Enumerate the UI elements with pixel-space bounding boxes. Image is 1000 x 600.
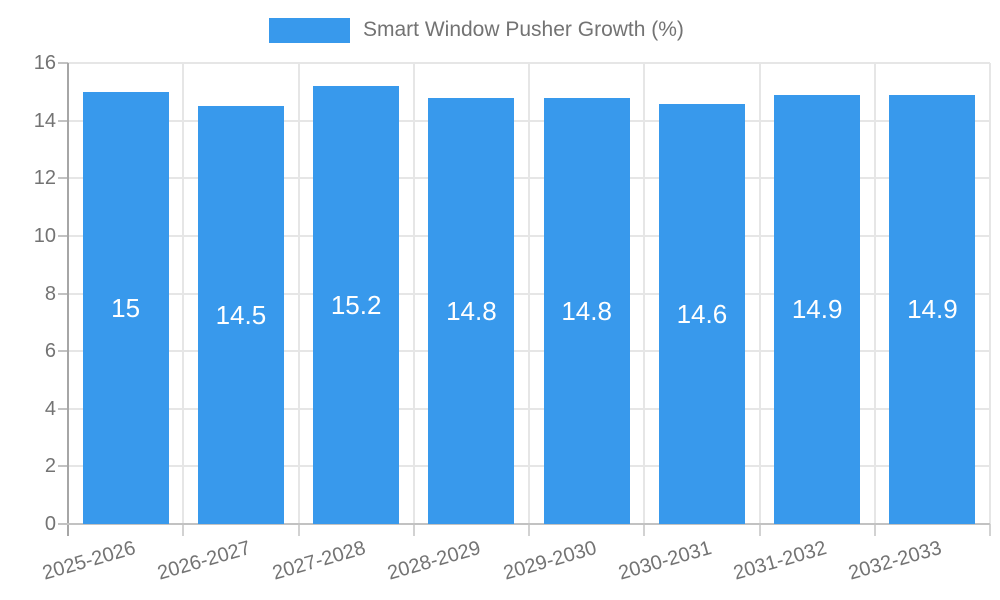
y-axis-tick: [58, 465, 68, 468]
x-axis-tick: [297, 524, 300, 536]
x-axis-tick: [643, 524, 646, 536]
x-axis-tick: [758, 524, 761, 536]
y-axis-label: 14: [33, 109, 56, 132]
x-gridline: [528, 63, 530, 524]
x-gridline: [873, 63, 876, 524]
bar-value-label: 14.5: [215, 300, 267, 331]
x-axis-label: 2031-2032: [731, 537, 830, 585]
x-gridline: [412, 63, 415, 524]
y-axis-label: 12: [33, 167, 56, 190]
x-gridline: [297, 63, 300, 524]
y-axis-line: [67, 63, 69, 536]
y-axis-label: 16: [33, 52, 56, 75]
x-gridline: [758, 63, 761, 524]
bar-value-label: 14.8: [446, 295, 497, 326]
x-axis-label: 2027-2028: [270, 537, 369, 585]
x-axis-tick: [989, 524, 991, 536]
bar-value-label: 14.9: [791, 294, 843, 325]
x-axis-label: 2029-2030: [500, 537, 599, 585]
bar-value-label: 14.6: [676, 298, 728, 329]
bar: [889, 94, 976, 524]
x-axis-tick: [528, 524, 530, 536]
y-axis-tick: [58, 235, 68, 237]
bar: [82, 92, 169, 524]
bar: [543, 97, 630, 524]
bar-value-label: 14.9: [907, 294, 958, 325]
x-gridline: [182, 63, 185, 524]
x-axis-tick: [182, 524, 185, 536]
y-axis-label: 2: [44, 455, 56, 478]
x-axis-tick: [873, 524, 876, 536]
x-axis-label: 2025-2026: [39, 537, 138, 585]
y-axis-label: 8: [44, 282, 56, 305]
x-axis-label: 2026-2027: [154, 537, 253, 585]
x-gridline: [643, 63, 646, 524]
x-gridline: [989, 63, 991, 524]
y-axis-tick: [58, 119, 68, 122]
legend-swatch[interactable]: [269, 18, 350, 43]
y-axis-label: 4: [44, 397, 56, 420]
legend-label[interactable]: Smart Window Pusher Growth (%): [363, 18, 684, 41]
bar-value-label: 14.8: [561, 295, 612, 326]
x-axis-label: 2032-2033: [846, 537, 945, 585]
y-axis-tick: [58, 292, 68, 295]
bar: [313, 86, 400, 524]
bar: [197, 106, 284, 524]
y-axis-label: 10: [33, 225, 56, 247]
y-axis-tick: [58, 62, 68, 65]
bar: [658, 103, 745, 524]
y-axis-tick: [58, 350, 68, 353]
y-axis-tick: [58, 177, 68, 180]
x-axis-tick: [412, 524, 415, 536]
y-axis-tick: [58, 407, 68, 410]
bar: [774, 94, 861, 524]
bar-value-label: 15.2: [330, 290, 382, 321]
y-axis-label: 0: [44, 513, 56, 535]
x-axis-line: [58, 523, 990, 525]
bar: [428, 97, 515, 524]
x-axis-label: 2028-2029: [385, 537, 484, 585]
x-axis-label: 2030-2031: [615, 537, 714, 585]
bar-value-label: 15: [111, 293, 141, 323]
y-axis-label: 6: [44, 340, 56, 363]
